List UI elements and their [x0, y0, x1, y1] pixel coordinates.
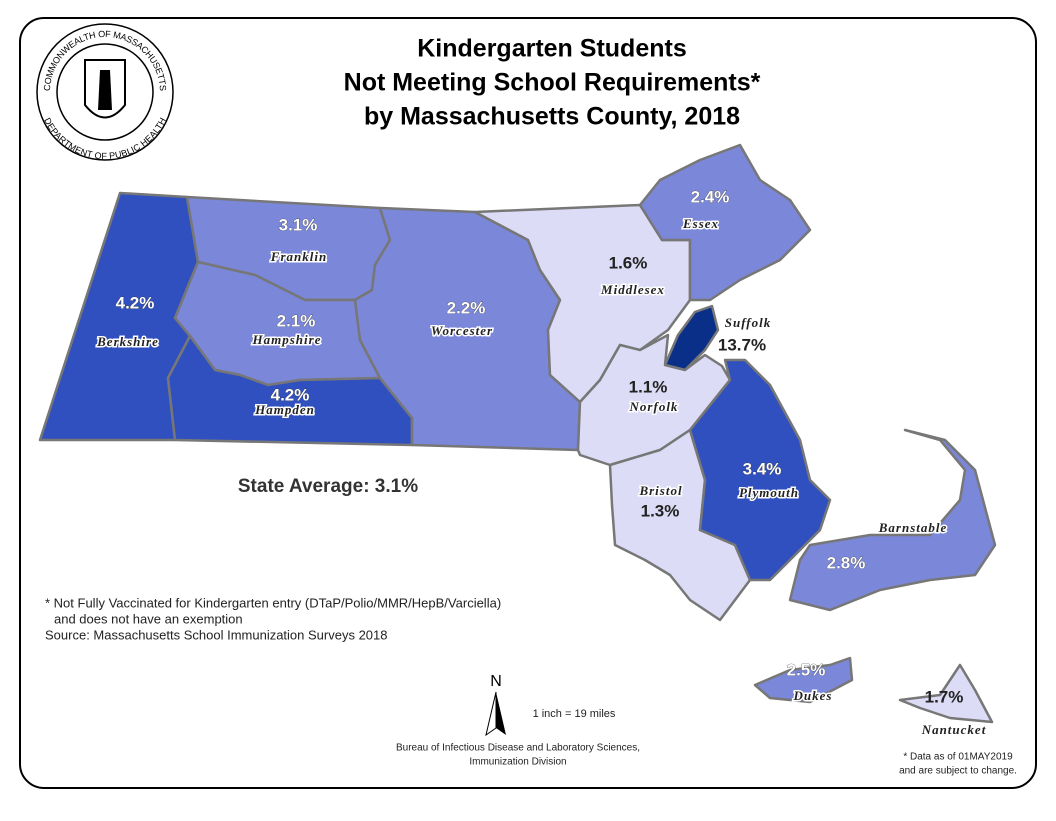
county-value-label: 1.6% — [609, 253, 648, 272]
county — [663, 304, 720, 372]
county-name: Middlesex — [600, 282, 665, 297]
data-note: and are subject to change. — [899, 766, 1017, 777]
county-name: Berkshire — [96, 334, 159, 349]
title-line: Not Meeting School Requirements* — [344, 69, 761, 97]
county-value-label: 1.3% — [641, 501, 680, 520]
county-value-label: 2.2% — [447, 298, 486, 317]
footnote: * Not Fully Vaccinated for Kindergarten … — [45, 595, 501, 610]
county — [638, 143, 812, 302]
credit: Bureau of Infectious Disease and Laborat… — [396, 743, 640, 754]
county-name: Worcester — [431, 323, 493, 338]
county-name: Hampden — [254, 402, 315, 417]
county-name: Hampshire — [252, 332, 322, 347]
county-value-label: 4.2% — [116, 293, 155, 312]
county-name: Suffolk — [725, 315, 772, 330]
county — [753, 656, 854, 704]
title-line: Kindergarten Students — [417, 35, 686, 63]
county-name: Nantucket — [921, 722, 987, 737]
county-value-label: 2.1% — [277, 311, 316, 330]
county-value-label: 1.7% — [925, 687, 964, 706]
county-value-label: 3.4% — [743, 459, 782, 478]
counties — [38, 143, 997, 724]
source: Source: Massachusetts School Immunizatio… — [45, 627, 388, 642]
county-value-label: 4.2% — [271, 385, 310, 404]
credit: Immunization Division — [469, 757, 566, 768]
county-value-label: 2.4% — [691, 187, 730, 206]
county-name: Essex — [682, 216, 719, 231]
data-note: * Data as of 01MAY2019 — [903, 752, 1013, 763]
county — [688, 358, 832, 582]
county-name: Bristol — [638, 483, 682, 498]
north-label: N — [490, 673, 502, 690]
county-name: Dukes — [793, 688, 833, 703]
county-labels: 4.2% Berkshire 3.1% Franklin 2.1% Hampshire 4.… — [95, 187, 987, 738]
county-name: Barnstable — [878, 520, 948, 535]
county-value-label: 13.7% — [718, 335, 766, 354]
county-value-label: 3.1% — [279, 215, 318, 234]
county-name: Plymouth — [739, 485, 799, 500]
county-value-label: 2.8% — [827, 553, 866, 572]
state-average: State Average: 3.1% — [238, 476, 418, 497]
county-value-label: 1.1% — [629, 377, 668, 396]
county-value-label: 2.5% — [787, 660, 826, 679]
scale: 1 inch = 19 miles — [533, 708, 616, 720]
footnote: and does not have an exemption — [54, 611, 243, 626]
county-name: Norfolk — [629, 399, 679, 414]
county — [898, 663, 994, 724]
county — [788, 428, 997, 612]
north-arrow: N — [485, 673, 506, 737]
county-name: Franklin — [270, 249, 327, 264]
title-line: by Massachusetts County, 2018 — [364, 103, 740, 131]
